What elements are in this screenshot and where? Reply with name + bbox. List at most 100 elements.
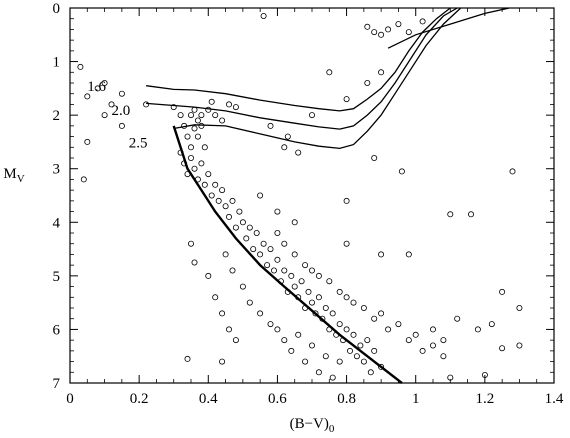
star-point (101, 80, 108, 87)
star-point (253, 229, 260, 236)
star-point (264, 262, 271, 269)
star-point (326, 326, 333, 333)
star-point (284, 133, 291, 140)
star-point (222, 251, 229, 258)
star-point (108, 101, 115, 108)
star-point (219, 358, 226, 365)
star-point (405, 251, 412, 258)
star-point (170, 104, 177, 111)
star-point (143, 101, 150, 108)
star-point (326, 278, 333, 285)
star-point (270, 267, 277, 274)
star-point (322, 304, 329, 311)
star-point (274, 256, 281, 263)
star-point (191, 125, 198, 132)
y-tick-label: 2 (53, 108, 61, 124)
star-point (232, 337, 239, 344)
star-point (308, 342, 315, 349)
star-point (395, 321, 402, 328)
star-point (360, 304, 367, 311)
star-point (298, 278, 305, 285)
star-point (101, 112, 108, 119)
star-point (225, 213, 232, 220)
star-point (378, 69, 385, 76)
star-point (187, 240, 194, 247)
star-point (350, 299, 357, 306)
star-point (295, 331, 302, 338)
star-point (194, 176, 201, 183)
star-point (229, 197, 236, 204)
star-point (225, 101, 232, 108)
star-point (191, 106, 198, 113)
star-point (187, 112, 194, 119)
star-point (343, 294, 350, 301)
star-point (343, 96, 350, 103)
star-point (343, 197, 350, 204)
star-point (440, 353, 447, 360)
star-point (447, 374, 454, 381)
star-point (326, 69, 333, 76)
star-point (257, 251, 264, 258)
star-point (281, 144, 288, 151)
star-point (291, 219, 298, 226)
star-point (336, 321, 343, 328)
star-point (208, 192, 215, 199)
star-point (198, 112, 205, 119)
star-point (219, 117, 226, 124)
star-point (371, 315, 378, 322)
star-point (257, 192, 264, 199)
star-point (350, 331, 357, 338)
x-axis-label-subscript: 0 (329, 423, 335, 435)
star-point (367, 369, 374, 376)
star-point (118, 122, 125, 129)
star-point (509, 168, 516, 175)
y-tick-label: 5 (53, 269, 61, 285)
star-point (243, 235, 250, 242)
star-point (205, 106, 212, 113)
star-point (212, 181, 219, 188)
y-tick-label: 1 (53, 55, 61, 71)
star-point (364, 337, 371, 344)
star-point (378, 31, 385, 38)
star-point (284, 288, 291, 295)
star-point (219, 310, 226, 317)
star-point (291, 251, 298, 258)
star-point (340, 337, 347, 344)
star-point (260, 240, 267, 247)
star-point (205, 272, 212, 279)
star-point (336, 358, 343, 365)
star-point (378, 251, 385, 258)
y-tick-label: 7 (53, 376, 61, 392)
star-point (184, 133, 191, 140)
star-point (364, 23, 371, 30)
star-point (315, 294, 322, 301)
star-point (312, 310, 319, 317)
star-point (236, 208, 243, 215)
star-point (302, 358, 309, 365)
star-point (295, 294, 302, 301)
star-point (488, 321, 495, 328)
star-point (440, 337, 447, 344)
x-tick-label: 0.2 (130, 391, 149, 407)
star-point (118, 90, 125, 97)
star-point (360, 358, 367, 365)
star-point (405, 337, 412, 344)
star-point (329, 310, 336, 317)
star-point (474, 326, 481, 333)
y-axis-label: MV (3, 166, 24, 185)
star-point (288, 272, 295, 279)
star-point (225, 326, 232, 333)
star-point (184, 355, 191, 362)
star-point (516, 304, 523, 311)
isochrone-curves: 1.6 2.0 2.5 (87, 7, 510, 384)
star-point (281, 240, 288, 247)
x-tick-label: 0 (66, 391, 74, 407)
star-point (194, 117, 201, 124)
star-point (398, 168, 405, 175)
isochrone-label: 1.6 (87, 79, 106, 95)
star-point (208, 98, 215, 105)
star-point (329, 374, 336, 381)
star-point (419, 18, 426, 25)
x-tick-label: 0.4 (199, 391, 218, 407)
x-tick-label: 1.2 (475, 391, 494, 407)
